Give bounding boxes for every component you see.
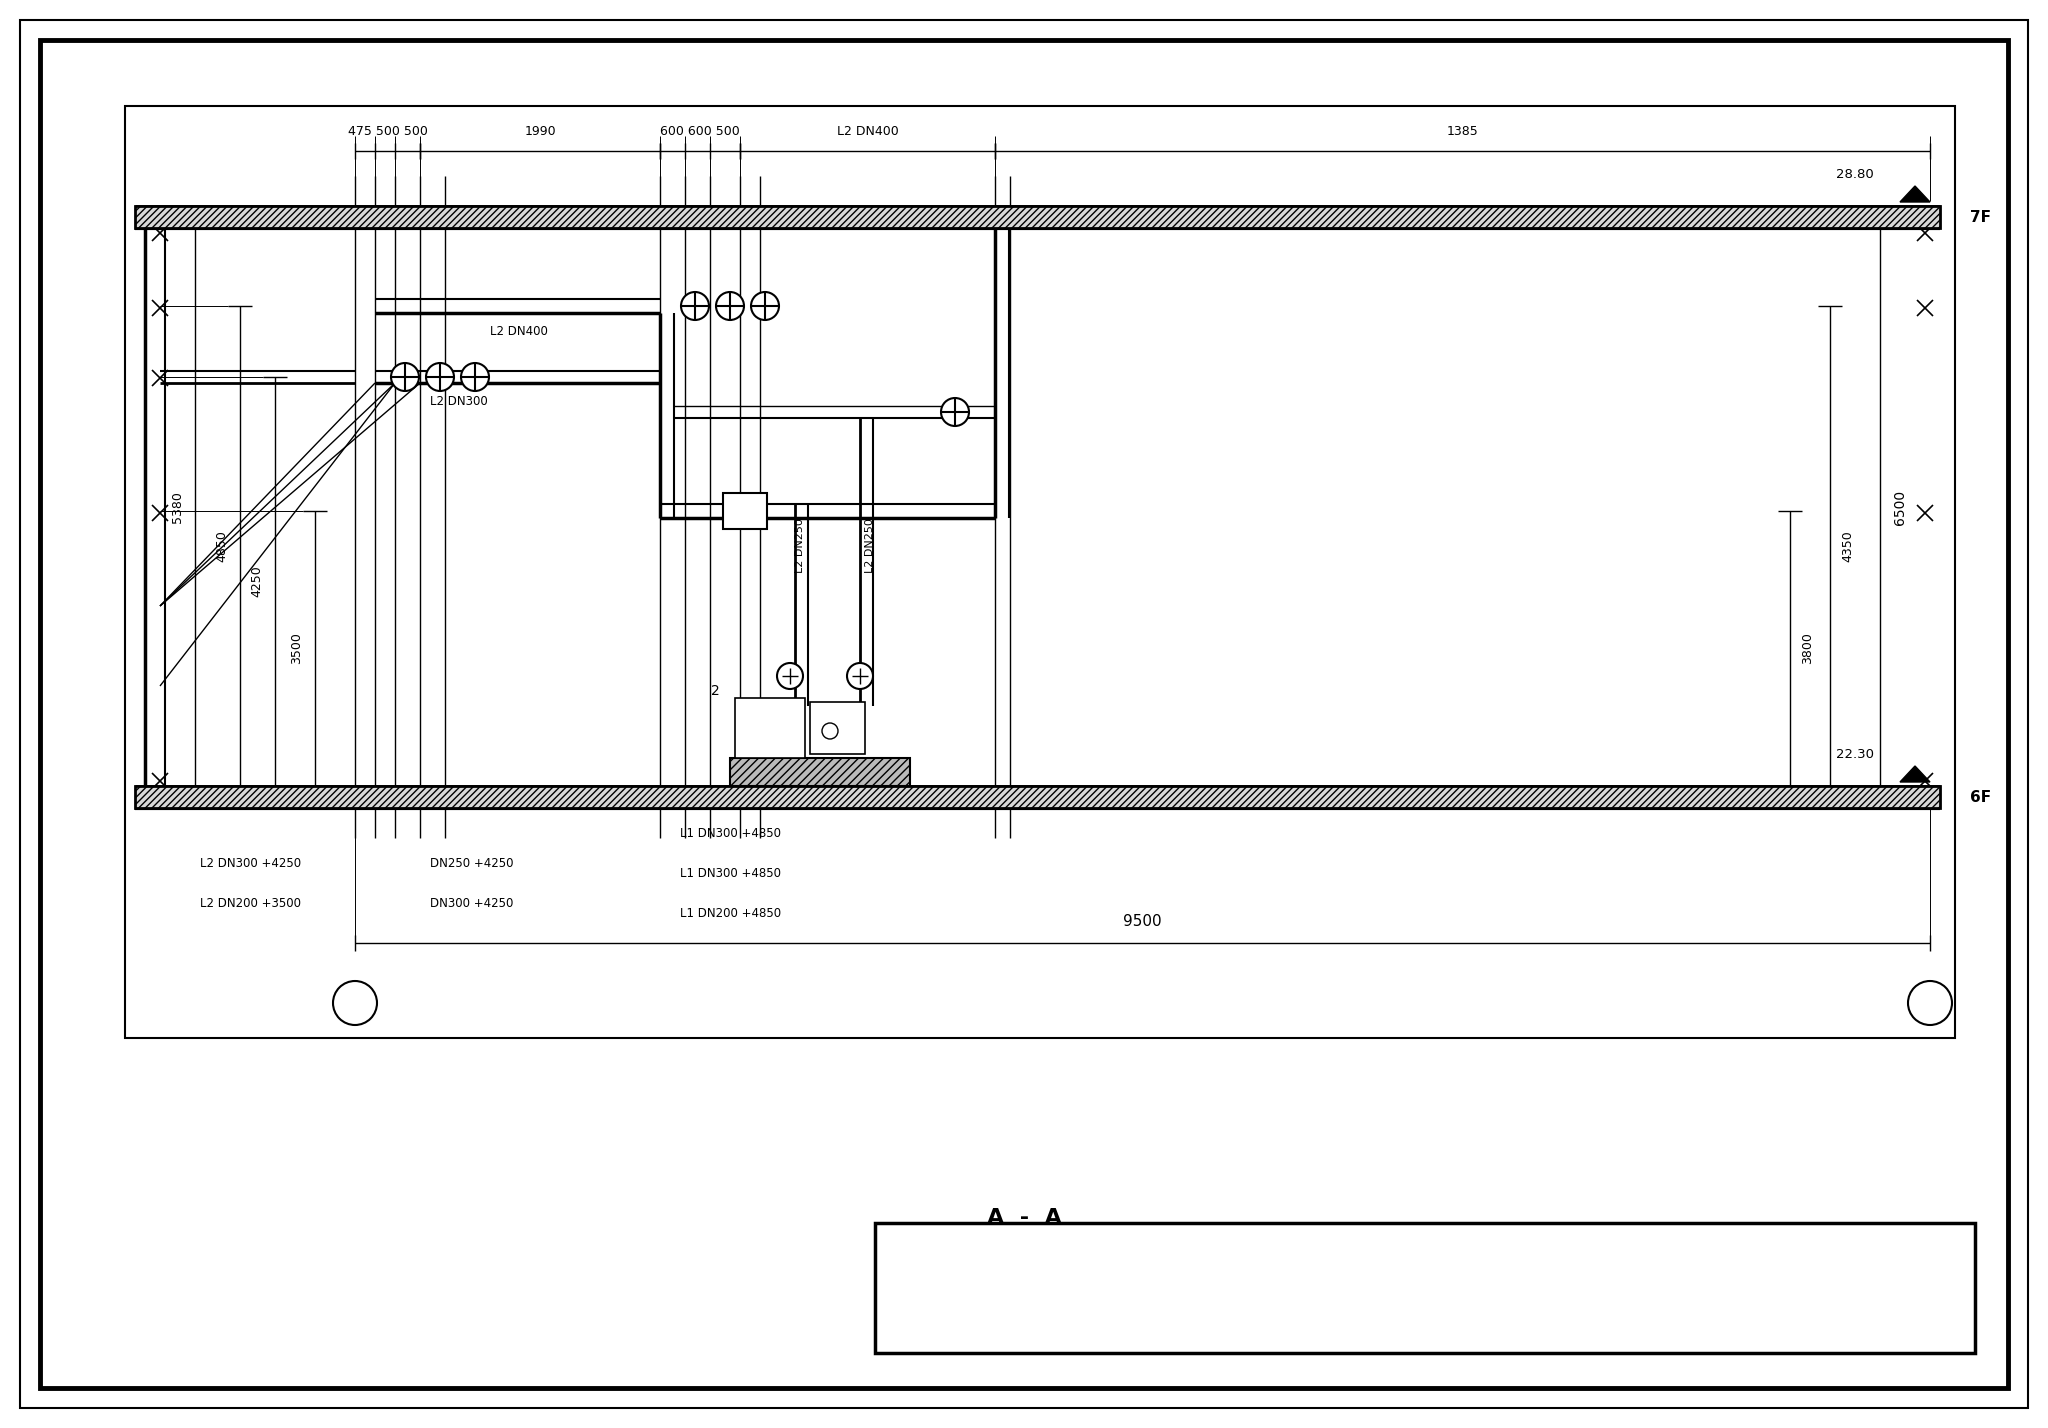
Bar xyxy=(811,703,864,754)
Bar xyxy=(125,106,1956,1038)
Text: DN300 +4250: DN300 +4250 xyxy=(430,897,514,910)
Text: 06R201: 06R201 xyxy=(1815,1247,1898,1265)
Text: 600 600 500: 600 600 500 xyxy=(659,124,739,137)
Text: 2: 2 xyxy=(711,684,719,698)
Circle shape xyxy=(391,363,420,391)
Circle shape xyxy=(752,291,778,320)
Circle shape xyxy=(1909,981,1952,1025)
Bar xyxy=(723,493,768,528)
Text: 4850: 4850 xyxy=(215,530,229,563)
Text: L2 DN250: L2 DN250 xyxy=(864,518,874,574)
Text: A: A xyxy=(1925,997,1935,1010)
Text: 1385: 1385 xyxy=(1446,124,1479,137)
Text: L1 DN300 +4850: L1 DN300 +4850 xyxy=(680,827,780,840)
Text: 3500: 3500 xyxy=(291,633,303,664)
Bar xyxy=(874,1222,1974,1352)
Text: L2 DN300: L2 DN300 xyxy=(430,394,487,407)
Text: DN250 +4250: DN250 +4250 xyxy=(430,857,514,870)
Circle shape xyxy=(776,663,803,688)
Polygon shape xyxy=(1901,186,1929,201)
Text: 7F: 7F xyxy=(1970,210,1991,224)
Text: L2 DN400: L2 DN400 xyxy=(489,324,549,337)
Text: 4350: 4350 xyxy=(1841,530,1855,561)
Bar xyxy=(135,206,1939,228)
Circle shape xyxy=(682,291,709,320)
Text: 图集号: 图集号 xyxy=(1649,1248,1673,1262)
Text: 页: 页 xyxy=(1657,1314,1665,1328)
Circle shape xyxy=(334,981,377,1025)
Text: 28.80: 28.80 xyxy=(1837,167,1874,180)
Circle shape xyxy=(461,363,489,391)
Bar xyxy=(135,785,1939,808)
Text: 总装机容量3490kW机房剖面图: 总装机容量3490kW机房剖面图 xyxy=(1112,1245,1348,1265)
Circle shape xyxy=(940,398,969,426)
Circle shape xyxy=(821,723,838,740)
Text: L1 DN200 +4850: L1 DN200 +4850 xyxy=(680,907,780,920)
Text: 1990: 1990 xyxy=(524,124,555,137)
Text: 77: 77 xyxy=(1845,1311,1868,1329)
Text: A  -  A: A - A xyxy=(987,1208,1061,1228)
Text: 6500: 6500 xyxy=(1892,490,1907,524)
Text: JZ: JZ xyxy=(739,506,752,516)
Circle shape xyxy=(426,363,455,391)
Text: L1 DN300 +4850: L1 DN300 +4850 xyxy=(680,867,780,880)
Bar xyxy=(729,758,909,785)
Circle shape xyxy=(848,663,872,688)
Text: 22.30: 22.30 xyxy=(1835,747,1874,761)
Text: 5380: 5380 xyxy=(170,491,184,523)
Text: L2 DN300 +4250: L2 DN300 +4250 xyxy=(201,857,301,870)
Polygon shape xyxy=(1901,765,1929,783)
Text: 6F: 6F xyxy=(1970,790,1991,804)
Text: 3800: 3800 xyxy=(1802,633,1815,664)
Text: L2 DN200 +3500: L2 DN200 +3500 xyxy=(201,897,301,910)
Text: L2 DN400: L2 DN400 xyxy=(838,124,899,137)
Text: 475 500 500: 475 500 500 xyxy=(348,124,428,137)
Circle shape xyxy=(717,291,743,320)
Text: L2 DN250: L2 DN250 xyxy=(795,518,805,574)
Bar xyxy=(735,698,805,758)
Text: 审核 赵 侯  郝侯  校对 潘学中  洪中  设计 史超  汉超: 审核 赵 侯 郝侯 校对 潘学中 洪中 设计 史超 汉超 xyxy=(1137,1314,1323,1327)
Text: B: B xyxy=(350,997,360,1010)
Text: 4250: 4250 xyxy=(250,565,264,597)
Text: 9500: 9500 xyxy=(1122,914,1161,928)
